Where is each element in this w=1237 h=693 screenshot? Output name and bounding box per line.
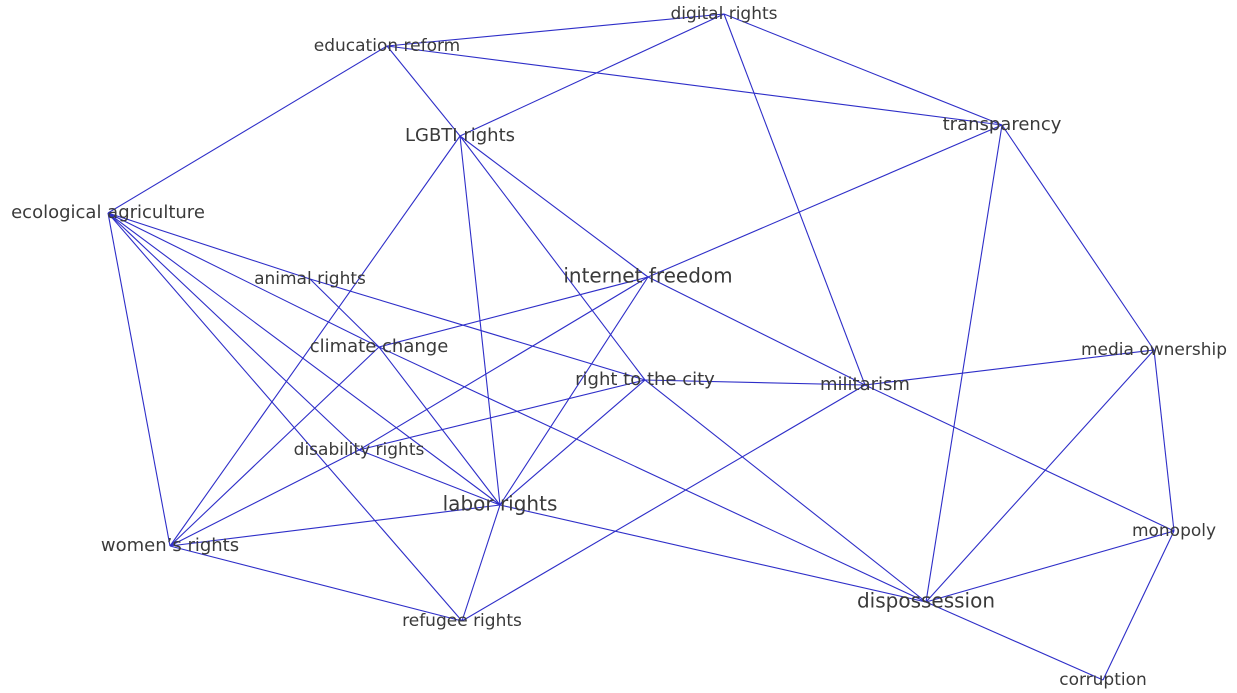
edge-digital-rights--militarism bbox=[723, 13, 866, 386]
node-ecological-agriculture: ecological agriculture bbox=[11, 202, 205, 223]
edge-transparency--internet-freedom bbox=[647, 124, 1003, 278]
edge-labor-rights--refugee-rights bbox=[461, 504, 501, 622]
edge-monopoly--corruption bbox=[1102, 530, 1175, 681]
node-womens-rights: women’s rights bbox=[101, 535, 239, 556]
edge-internet-freedom--militarism bbox=[647, 276, 866, 386]
edge-digital-rights--lgbti-rights bbox=[459, 13, 725, 137]
node-lgbti-rights: LGBTI rights bbox=[405, 125, 515, 146]
node-animal-rights: animal rights bbox=[254, 269, 366, 289]
edge-education-reform--ecological-agriculture bbox=[107, 45, 388, 214]
edge-right-to-the-city--labor-rights bbox=[499, 379, 646, 506]
edge-right-to-the-city--militarism bbox=[644, 379, 866, 386]
edge-climate-change--dispossession bbox=[378, 346, 927, 603]
edge-lgbti-rights--womens-rights bbox=[169, 135, 461, 547]
edge-ecological-agriculture--refugee-rights bbox=[107, 212, 463, 622]
edge-militarism--refugee-rights bbox=[461, 384, 866, 622]
edge-labor-rights--dispossession bbox=[499, 504, 927, 603]
edge-internet-freedom--disability-rights bbox=[358, 276, 649, 451]
edge-labor-rights--womens-rights bbox=[169, 504, 501, 547]
edge-ecological-agriculture--animal-rights bbox=[107, 212, 311, 280]
edge-education-reform--lgbti-rights bbox=[386, 45, 461, 137]
node-dispossession: dispossession bbox=[857, 589, 995, 613]
edge-climate-change--womens-rights bbox=[169, 346, 380, 547]
edge-digital-rights--education-reform bbox=[386, 13, 725, 47]
edge-right-to-the-city--dispossession bbox=[644, 379, 927, 603]
edge-lgbti-rights--right-to-the-city bbox=[459, 135, 646, 381]
node-media-ownership: media ownership bbox=[1081, 340, 1227, 360]
edge-womens-rights--refugee-rights bbox=[169, 545, 463, 622]
edge-internet-freedom--climate-change bbox=[378, 276, 649, 348]
node-transparency: transparency bbox=[943, 114, 1062, 135]
node-refugee-rights: refugee rights bbox=[402, 611, 522, 631]
edge-animal-rights--right-to-the-city bbox=[309, 278, 646, 381]
edge-media-ownership--monopoly bbox=[1153, 349, 1175, 532]
node-right-to-the-city: right to the city bbox=[575, 369, 715, 390]
edge-lgbti-rights--internet-freedom bbox=[459, 135, 649, 278]
node-militarism: militarism bbox=[820, 374, 910, 395]
node-disability-rights: disability rights bbox=[294, 440, 425, 460]
node-education-reform: education reform bbox=[314, 36, 460, 56]
node-labor-rights: labor rights bbox=[443, 492, 558, 516]
edge-transparency--dispossession bbox=[925, 124, 1003, 603]
node-corruption: corruption bbox=[1059, 670, 1147, 690]
edge-ecological-agriculture--labor-rights bbox=[107, 212, 501, 506]
node-internet-freedom: internet freedom bbox=[563, 264, 732, 288]
edge-monopoly--dispossession bbox=[925, 530, 1175, 603]
edge-media-ownership--dispossession bbox=[925, 349, 1155, 603]
edge-internet-freedom--labor-rights bbox=[499, 276, 649, 506]
edge-ecological-agriculture--climate-change bbox=[107, 212, 380, 348]
edge-militarism--monopoly bbox=[864, 384, 1175, 532]
edge-disability-rights--labor-rights bbox=[358, 449, 501, 506]
edge-dispossession--corruption bbox=[925, 601, 1104, 681]
node-monopoly: monopoly bbox=[1132, 521, 1216, 541]
edge-right-to-the-city--disability-rights bbox=[358, 379, 646, 451]
edge-ecological-agriculture--disability-rights bbox=[107, 212, 360, 451]
node-digital-rights: digital rights bbox=[670, 4, 777, 24]
edge-education-reform--transparency bbox=[386, 45, 1003, 126]
edge-disability-rights--womens-rights bbox=[169, 449, 360, 547]
node-climate-change: climate change bbox=[310, 336, 449, 357]
edge-militarism--media-ownership bbox=[864, 349, 1155, 386]
edge-ecological-agriculture--womens-rights bbox=[107, 212, 171, 547]
edge-digital-rights--transparency bbox=[723, 13, 1003, 126]
edge-climate-change--labor-rights bbox=[378, 346, 501, 506]
edge-transparency--media-ownership bbox=[1001, 124, 1155, 351]
edge-animal-rights--climate-change bbox=[309, 278, 380, 348]
